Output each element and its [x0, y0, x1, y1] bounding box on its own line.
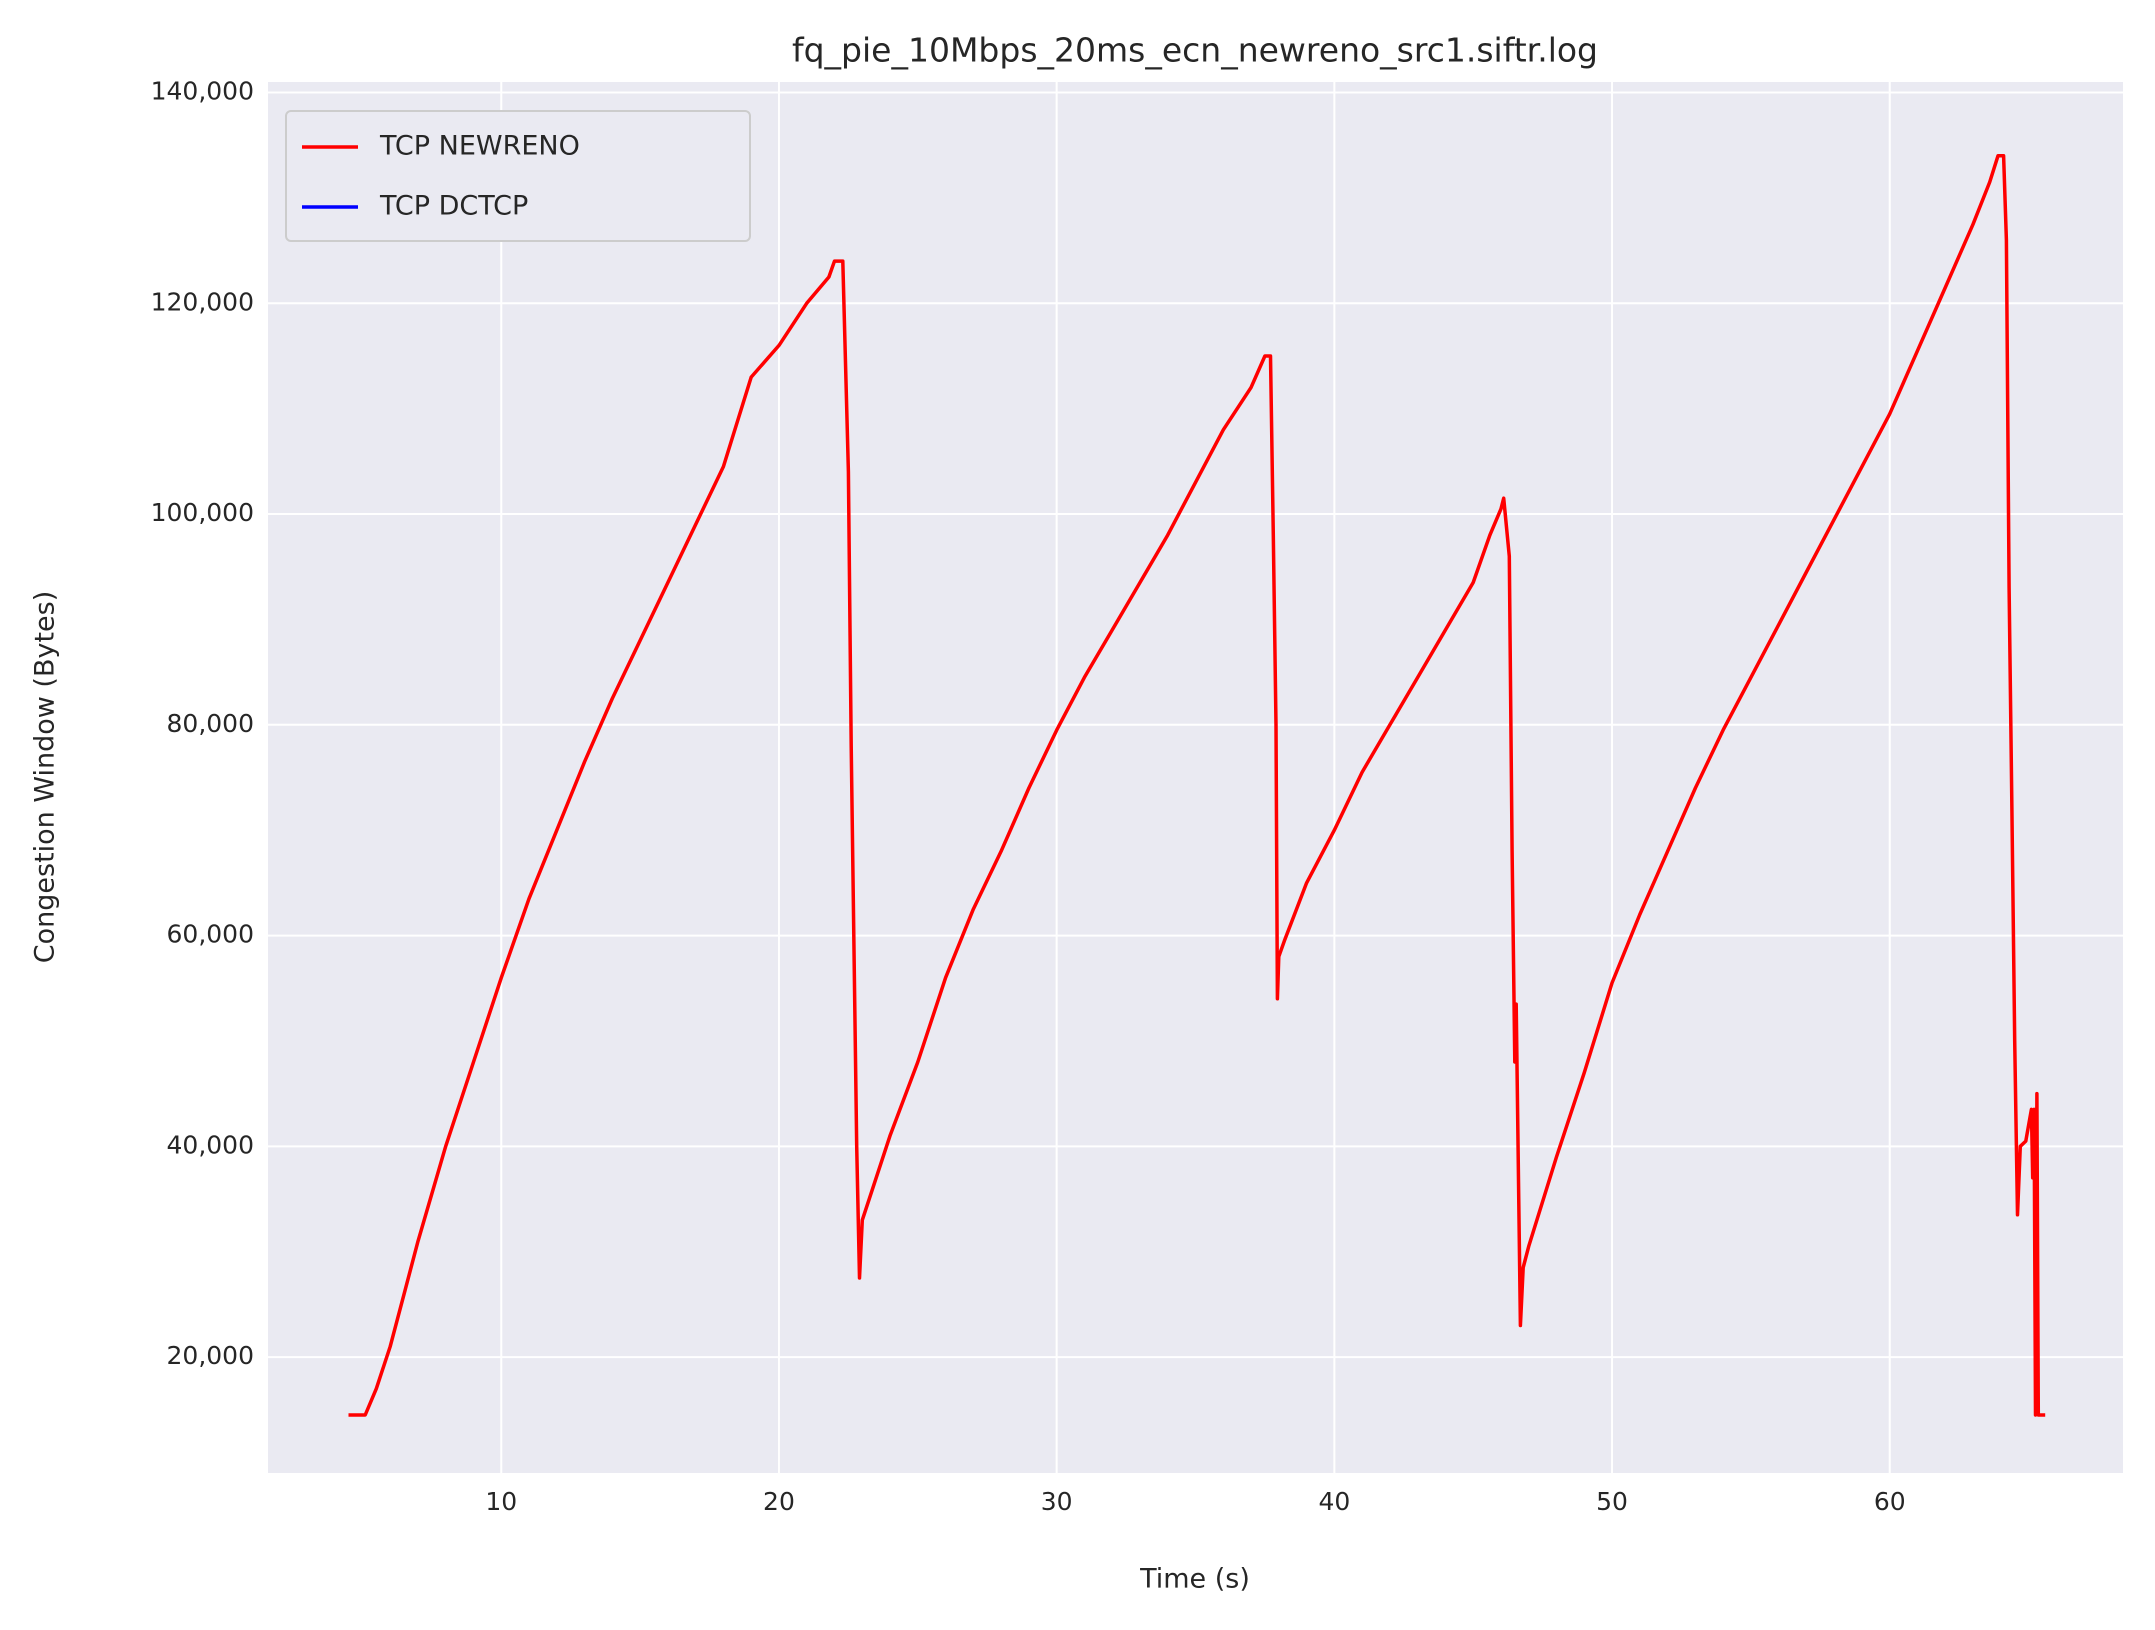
legend-label: TCP NEWRENO: [379, 131, 580, 162]
x-tick-label: 30: [1041, 1487, 1073, 1516]
x-tick-label: 10: [485, 1487, 517, 1516]
legend-box: [285, 110, 751, 242]
y-axis-label: Congestion Window (Bytes): [30, 591, 61, 963]
y-tick-label: 120,000: [151, 287, 254, 316]
y-tick-label: 140,000: [151, 77, 254, 106]
x-tick-label: 60: [1874, 1487, 1906, 1516]
y-tick-label: 40,000: [167, 1130, 254, 1159]
legend-label: TCP DCTCP: [379, 191, 528, 222]
x-tick-label: 40: [1318, 1487, 1350, 1516]
x-tick-label: 50: [1596, 1487, 1628, 1516]
y-tick-label: 60,000: [167, 920, 254, 949]
x-tick-label: 20: [763, 1487, 795, 1516]
y-tick-label: 100,000: [151, 498, 254, 527]
data-line: [348, 154, 2046, 1417]
y-tick-label: 20,000: [167, 1341, 254, 1370]
y-tick-label: 80,000: [167, 709, 254, 738]
chart-title: fq_pie_10Mbps_20ms_ecn_newreno_src1.sift…: [792, 31, 1598, 70]
plot-area: [268, 82, 2123, 1473]
x-axis-label: Time (s): [1139, 1564, 1250, 1595]
